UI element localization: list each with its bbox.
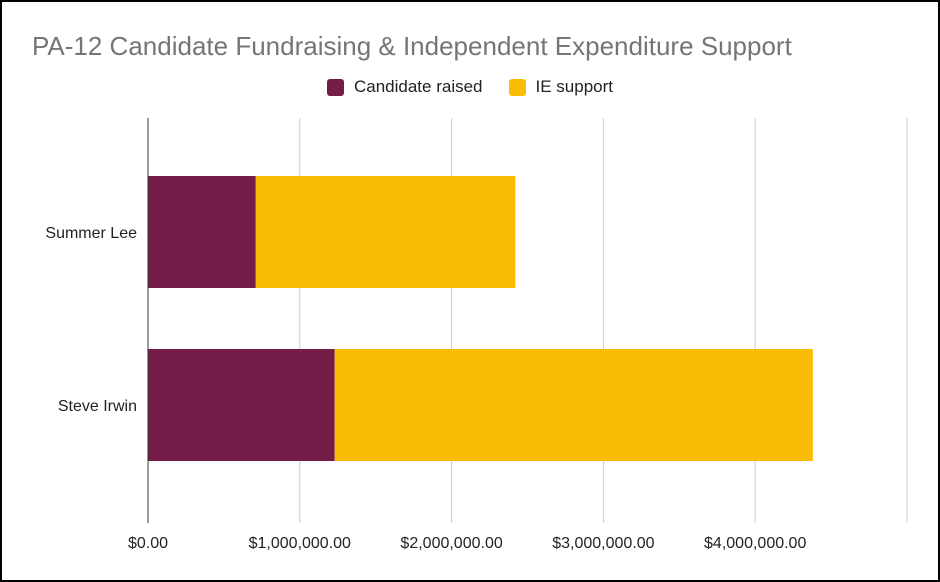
legend-swatch-ie-support bbox=[508, 78, 526, 96]
legend-swatch-candidate-raised bbox=[326, 78, 344, 96]
bar-summer-lee-candidate-raised bbox=[148, 176, 256, 288]
legend-item-ie-support: IE support bbox=[508, 77, 614, 97]
x-tick-label-4: $4,000,000.00 bbox=[704, 535, 806, 552]
legend-label-candidate-raised: Candidate raised bbox=[353, 77, 483, 96]
chart-title: PA-12 Candidate Fundraising & Independen… bbox=[32, 31, 792, 61]
x-tick-label-1: $1,000,000.00 bbox=[249, 535, 351, 552]
bar-steve-irwin-ie-support bbox=[334, 349, 813, 461]
x-tick-label-0: $0.00 bbox=[128, 535, 168, 552]
x-tick-label-3: $3,000,000.00 bbox=[552, 535, 654, 552]
legend-label-ie-support: IE support bbox=[535, 77, 614, 96]
chart-legend: Candidate raised IE support bbox=[2, 77, 938, 97]
bar-steve-irwin-candidate-raised bbox=[148, 349, 335, 461]
category-label-steve-irwin: Steve Irwin bbox=[58, 398, 137, 415]
x-tick-label-2: $2,000,000.00 bbox=[400, 535, 502, 552]
legend-item-candidate-raised: Candidate raised bbox=[326, 77, 483, 97]
bar-summer-lee-ie-support bbox=[255, 176, 516, 288]
category-label-summer-lee: Summer Lee bbox=[45, 225, 137, 242]
